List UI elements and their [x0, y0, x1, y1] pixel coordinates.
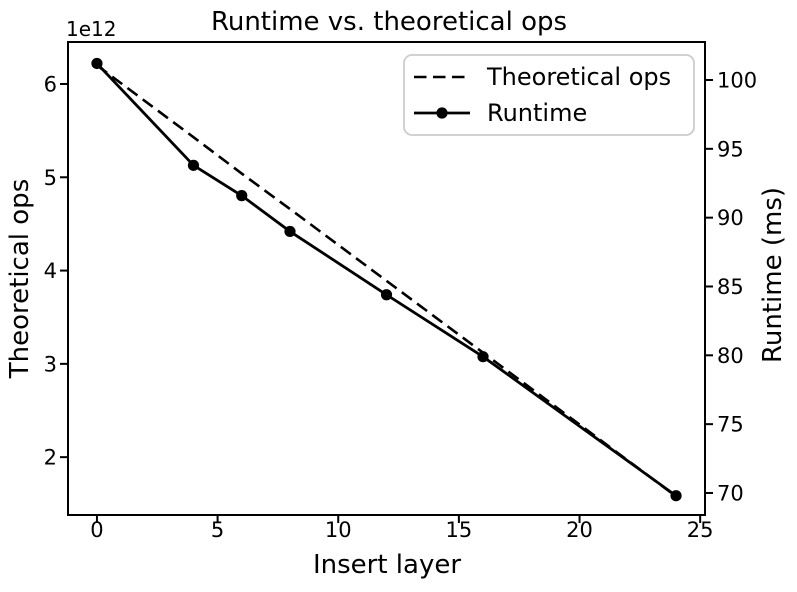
- data-point-marker: [477, 351, 489, 363]
- plot-area: 0 5 10 15 20 25 2 3 4 5 6 70 75 80 85 90 95 100: [44, 41, 757, 542]
- legend-label-runtime: Runtime: [487, 99, 587, 127]
- y-left-tick-label: 4: [44, 259, 57, 283]
- x-tick-label: 15: [446, 518, 473, 542]
- data-point-marker: [187, 159, 200, 171]
- y-right-tick-label: 100: [717, 68, 757, 92]
- data-point-marker: [670, 490, 682, 502]
- axes-spines: [67, 41, 706, 516]
- x-tick-label: 5: [211, 518, 224, 542]
- y-right-tick-label: 75: [717, 413, 744, 437]
- x-tick-label: 10: [325, 518, 352, 542]
- legend: Theoretical ops Runtime: [403, 54, 695, 136]
- y-right-tick-label: 80: [717, 344, 744, 368]
- y-right-tick-label: 90: [717, 206, 744, 230]
- y-left-tick-label: 6: [44, 72, 57, 96]
- x-axis-label: Insert layer: [313, 550, 461, 580]
- legend-label-theoretical: Theoretical ops: [486, 63, 671, 91]
- data-point-marker: [284, 225, 296, 238]
- x-tick-label: 0: [90, 518, 103, 542]
- legend-box: [403, 54, 695, 136]
- data-point-marker: [236, 190, 248, 202]
- data-point-marker: [91, 57, 103, 70]
- x-tick-label: 20: [566, 518, 593, 542]
- x-tick-label: 25: [687, 518, 714, 542]
- y-right-tick-label: 70: [717, 481, 744, 505]
- chart-title: Runtime vs. theoretical ops: [211, 7, 567, 37]
- y-left-tick-label: 2: [44, 446, 57, 470]
- axis-offset-text: 1e12: [66, 17, 116, 41]
- y-axis-label-right: Runtime (ms): [758, 187, 788, 363]
- y-right-tick-label: 95: [717, 137, 744, 161]
- y-right-tick-label: 85: [717, 275, 744, 299]
- legend-marker-icon: [436, 107, 448, 119]
- y-left-tick-label: 3: [44, 352, 57, 376]
- data-point-marker: [380, 289, 393, 301]
- y-left-tick-label: 5: [44, 166, 57, 190]
- y-axis-label-left: Theoretical ops: [5, 179, 35, 379]
